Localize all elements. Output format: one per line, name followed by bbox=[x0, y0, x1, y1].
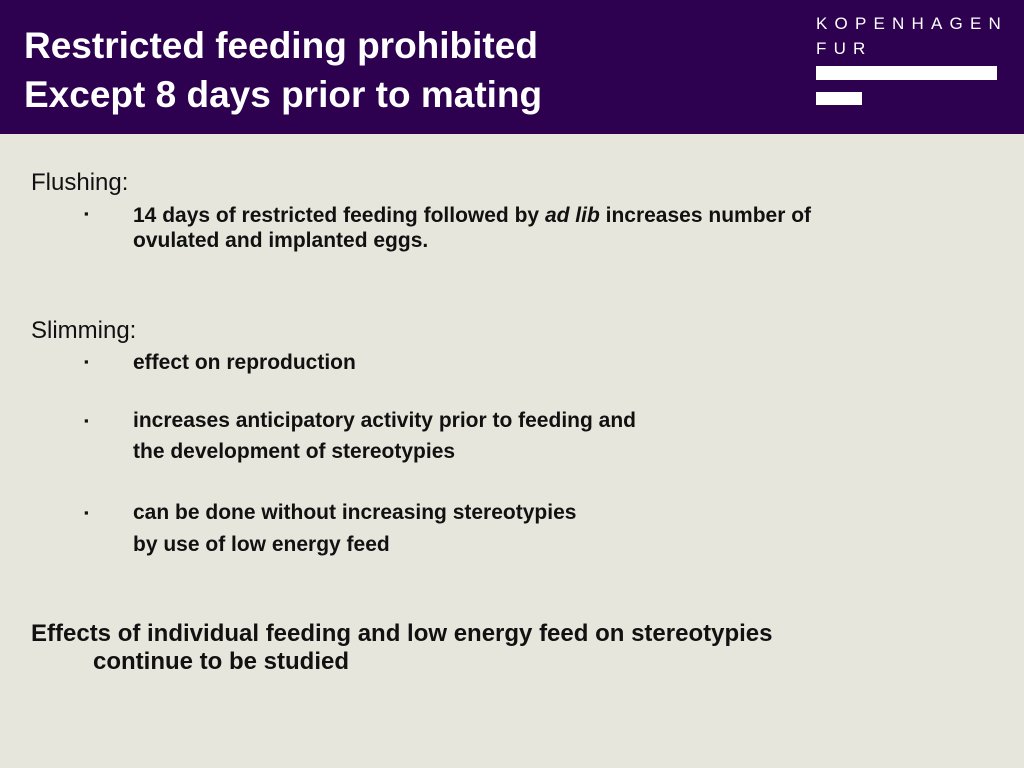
closing-statement-line-2: continue to be studied bbox=[93, 648, 349, 675]
flushing-item-1-text-before: 14 days of restricted feeding followed b… bbox=[133, 204, 545, 227]
slimming-item-2-line-2: the development of stereotypies bbox=[133, 440, 456, 463]
slide-title-line-2: Except 8 days prior to mating bbox=[24, 74, 543, 115]
slide-title-line-1: Restricted feeding prohibited bbox=[24, 25, 538, 66]
flushing-heading: Flushing: bbox=[31, 169, 129, 196]
slimming-item-2-line-1: increases anticipatory activity prior to… bbox=[133, 409, 636, 432]
flushing-item-1-emphasis: ad lib bbox=[544, 204, 600, 227]
bullet-icon: ▪ bbox=[84, 505, 89, 520]
slide-header: Restricted feeding prohibited Except 8 d… bbox=[0, 0, 1024, 134]
closing-statement-line-1: Effects of individual feeding and low en… bbox=[31, 620, 773, 647]
slimming-item-3-line-2: by use of low energy feed bbox=[133, 533, 390, 556]
logo-bar-long bbox=[816, 66, 997, 80]
kopenhagen-fur-logo: KOPENHAGEN FUR bbox=[816, 12, 1001, 108]
bullet-icon: ▪ bbox=[84, 354, 89, 369]
bullet-icon: ▪ bbox=[84, 206, 89, 221]
slimming-heading: Slimming: bbox=[31, 317, 137, 344]
flushing-item-1-line-2: ovulated and implanted eggs. bbox=[133, 229, 429, 252]
logo-text-line-1: KOPENHAGEN bbox=[816, 14, 1008, 33]
bullet-icon: ▪ bbox=[84, 413, 89, 428]
logo-text-line-2: FUR bbox=[816, 39, 873, 58]
logo-bar-short bbox=[816, 92, 862, 105]
slimming-item-1: effect on reproduction bbox=[133, 351, 356, 374]
slimming-item-3-line-1: can be done without increasing stereotyp… bbox=[133, 501, 577, 524]
flushing-item-1-line-1: 14 days of restricted feeding followed b… bbox=[133, 203, 811, 228]
flushing-item-1-text-after: increases number of bbox=[599, 204, 812, 227]
